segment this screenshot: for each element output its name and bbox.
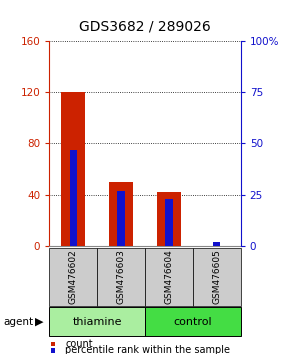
Text: percentile rank within the sample: percentile rank within the sample xyxy=(65,346,230,354)
Text: GSM476604: GSM476604 xyxy=(164,250,173,304)
Text: GDS3682 / 289026: GDS3682 / 289026 xyxy=(79,19,211,34)
Bar xyxy=(193,248,241,306)
Text: thiamine: thiamine xyxy=(72,317,122,327)
Text: GSM476602: GSM476602 xyxy=(69,250,78,304)
Bar xyxy=(49,248,97,306)
Text: agent: agent xyxy=(3,317,33,327)
Text: GSM476605: GSM476605 xyxy=(212,250,221,304)
Bar xyxy=(145,248,193,306)
Bar xyxy=(213,242,220,246)
Text: count: count xyxy=(65,339,93,349)
Bar xyxy=(157,192,181,246)
Text: GSM476603: GSM476603 xyxy=(117,250,126,304)
Bar xyxy=(109,182,133,246)
Bar xyxy=(61,92,85,246)
Bar xyxy=(145,307,241,336)
Bar xyxy=(97,248,145,306)
Text: control: control xyxy=(173,317,212,327)
Text: ▶: ▶ xyxy=(35,317,44,327)
Bar xyxy=(70,149,77,246)
Bar xyxy=(117,190,125,246)
Bar xyxy=(49,307,145,336)
Bar xyxy=(165,199,173,246)
